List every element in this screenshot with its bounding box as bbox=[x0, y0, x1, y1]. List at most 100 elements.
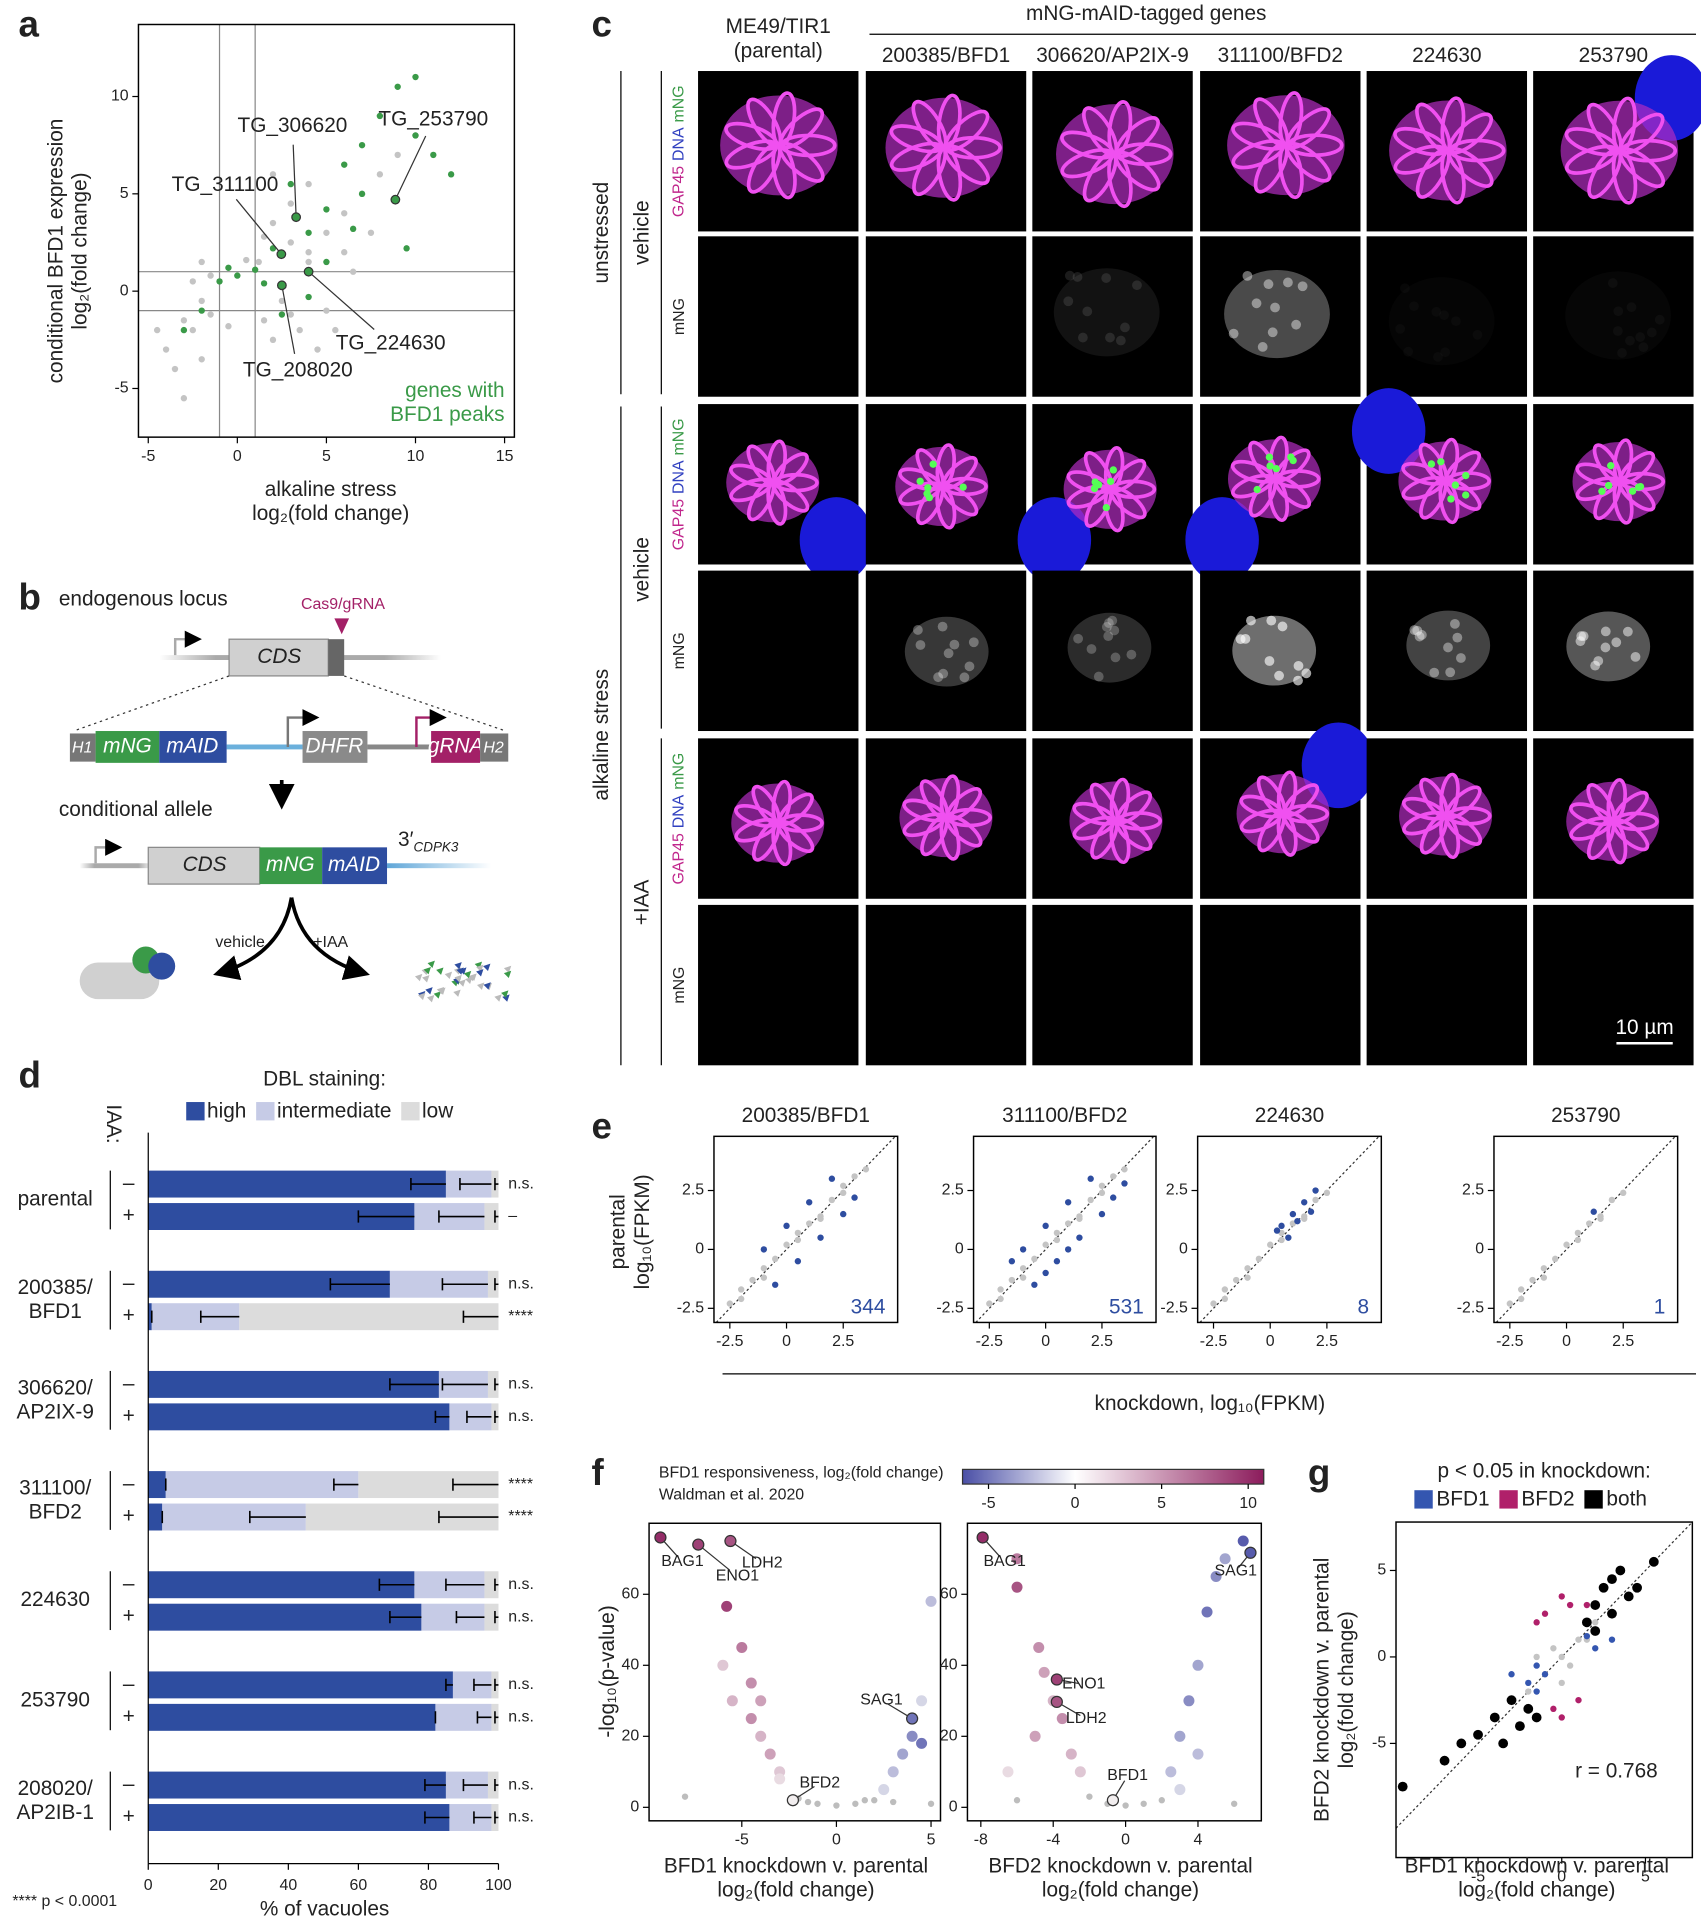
highlight-point bbox=[276, 249, 287, 260]
highlight-point bbox=[1050, 1695, 1063, 1708]
point bbox=[806, 1220, 813, 1227]
error-bar bbox=[494, 1278, 499, 1291]
point bbox=[1607, 1608, 1617, 1619]
mng bbox=[1600, 642, 1611, 653]
text: 0 bbox=[949, 1799, 958, 1816]
error-bar bbox=[494, 1611, 499, 1624]
point bbox=[760, 1274, 768, 1281]
error-bar bbox=[424, 1778, 446, 1792]
error-bar bbox=[389, 1611, 422, 1624]
text: LDH2 bbox=[1066, 1710, 1107, 1727]
fragments bbox=[414, 960, 512, 1003]
point bbox=[1648, 1556, 1659, 1567]
text: **** bbox=[508, 1476, 533, 1493]
point bbox=[887, 1766, 899, 1778]
point bbox=[1583, 1632, 1591, 1640]
point bbox=[1586, 1220, 1593, 1227]
bar bbox=[487, 1771, 499, 1799]
channel: DNA bbox=[671, 794, 688, 828]
fragment bbox=[454, 974, 462, 983]
point bbox=[794, 1229, 802, 1237]
label: mNG bbox=[103, 734, 152, 757]
point bbox=[804, 1798, 812, 1806]
text: -5 bbox=[1372, 1735, 1386, 1752]
point bbox=[278, 311, 286, 318]
mng-signal bbox=[1628, 487, 1637, 495]
parasite bbox=[944, 109, 990, 152]
mng bbox=[1126, 649, 1137, 660]
bar bbox=[148, 1804, 450, 1831]
highlight-point bbox=[692, 1538, 705, 1551]
point bbox=[1192, 1748, 1204, 1760]
promoter bbox=[286, 708, 320, 747]
point bbox=[1294, 1217, 1301, 1225]
point bbox=[1042, 1222, 1049, 1230]
cds-box bbox=[147, 846, 261, 885]
point bbox=[1031, 1281, 1038, 1288]
point bbox=[814, 1800, 821, 1807]
point bbox=[1615, 1565, 1626, 1576]
text: 0 bbox=[1377, 1648, 1386, 1665]
fragment bbox=[469, 973, 477, 981]
arrow bbox=[289, 897, 370, 981]
point bbox=[1312, 1196, 1319, 1204]
maid-box bbox=[159, 731, 227, 763]
mng bbox=[1235, 634, 1246, 645]
text: -2.5 bbox=[936, 1300, 964, 1317]
text: vehicle bbox=[630, 537, 653, 602]
point bbox=[721, 1600, 733, 1612]
point bbox=[1323, 1189, 1331, 1197]
text: 200385/BFD1 bbox=[742, 1104, 870, 1127]
bar bbox=[487, 1270, 499, 1298]
point bbox=[269, 219, 277, 227]
micrograph bbox=[1032, 236, 1193, 397]
bar bbox=[148, 1771, 446, 1799]
homology bbox=[73, 675, 507, 732]
fragment bbox=[454, 962, 462, 970]
text: 40 bbox=[622, 1656, 640, 1673]
point bbox=[207, 311, 214, 318]
point bbox=[1219, 1553, 1231, 1565]
mng-signal bbox=[1607, 462, 1615, 470]
mng bbox=[1400, 283, 1410, 293]
mng bbox=[1064, 270, 1075, 281]
point bbox=[1508, 1671, 1515, 1678]
text: 531 bbox=[1109, 1295, 1144, 1318]
mng bbox=[1429, 667, 1440, 678]
fragment bbox=[502, 994, 510, 1002]
point bbox=[1301, 1199, 1308, 1206]
mng bbox=[1451, 316, 1461, 326]
point bbox=[216, 278, 223, 285]
point bbox=[332, 326, 339, 334]
point bbox=[755, 1730, 767, 1742]
label: CDS bbox=[183, 853, 227, 876]
point bbox=[833, 1802, 840, 1809]
point bbox=[851, 1173, 858, 1180]
mng bbox=[1301, 668, 1312, 679]
point bbox=[1011, 1553, 1023, 1565]
channel: mNG bbox=[671, 418, 688, 455]
text: -5 bbox=[981, 1495, 995, 1512]
point bbox=[1064, 1220, 1072, 1227]
channel: mNG bbox=[671, 85, 688, 122]
mng bbox=[1439, 310, 1449, 320]
point bbox=[358, 190, 366, 198]
parasite bbox=[1273, 448, 1311, 483]
mng bbox=[1403, 347, 1413, 357]
point bbox=[162, 346, 170, 353]
mng bbox=[1297, 281, 1308, 292]
point bbox=[1098, 1189, 1106, 1197]
error-bar bbox=[389, 1378, 439, 1391]
point bbox=[817, 1234, 824, 1241]
fragment bbox=[483, 963, 491, 971]
point bbox=[1029, 1730, 1041, 1742]
micrograph bbox=[1366, 904, 1528, 1066]
label: mAID bbox=[328, 853, 380, 876]
text: intermediate bbox=[277, 1099, 391, 1122]
point bbox=[367, 229, 375, 236]
mng bbox=[1625, 336, 1635, 346]
mng bbox=[1110, 652, 1121, 663]
text: TG_311100 bbox=[172, 173, 279, 196]
point bbox=[1632, 1582, 1642, 1593]
